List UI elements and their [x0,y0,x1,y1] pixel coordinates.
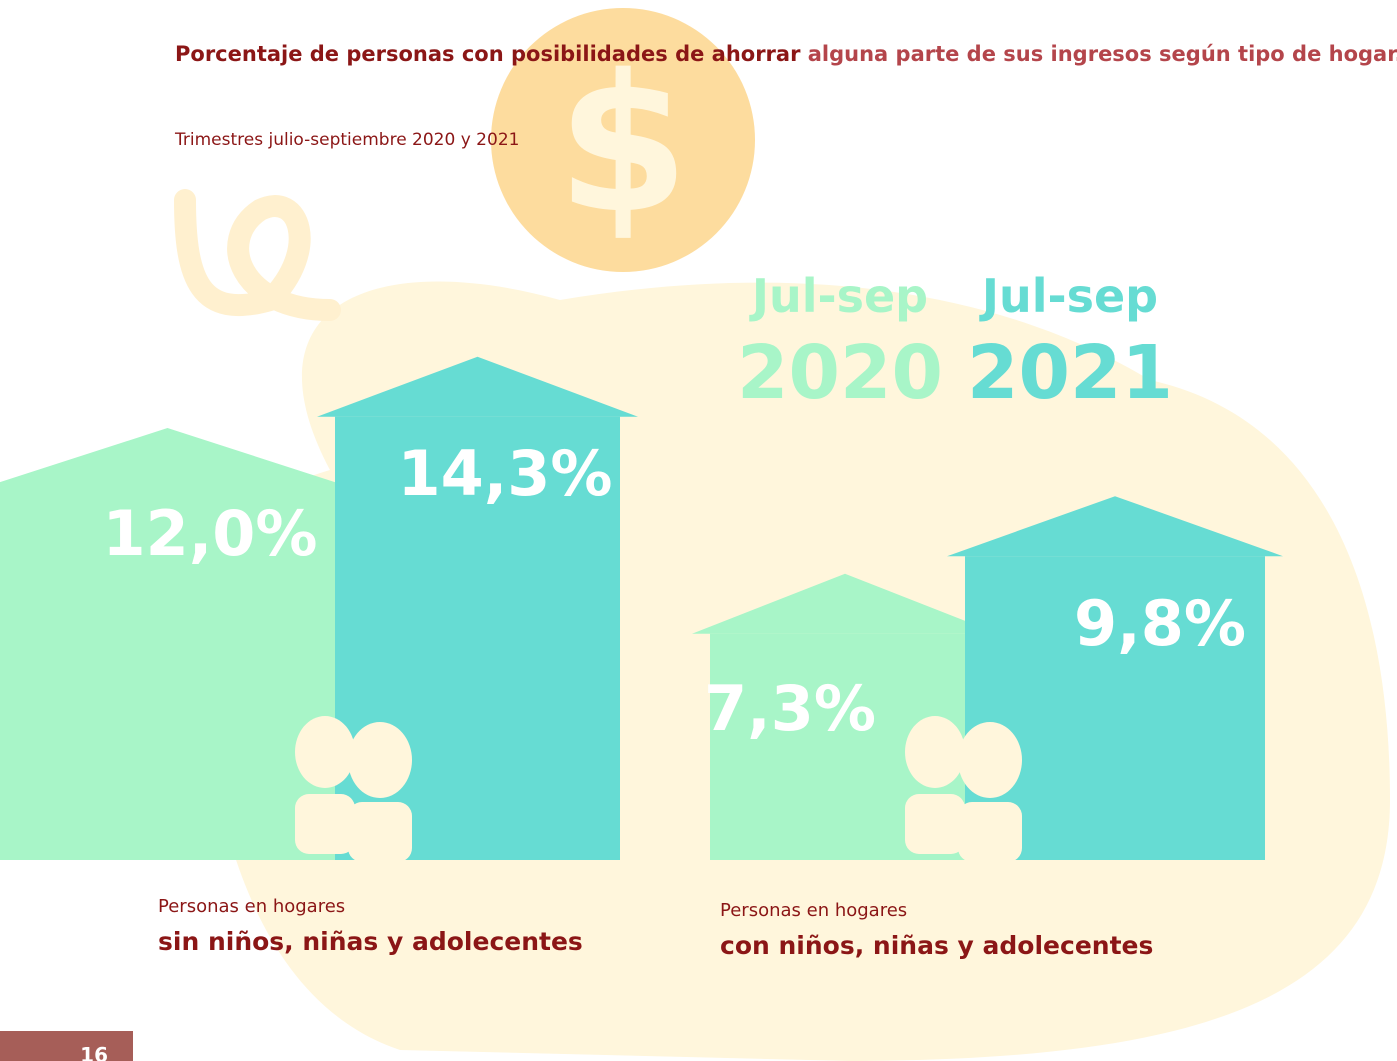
person-head [295,716,355,788]
dollar-sign: $ [557,34,689,255]
person-head [958,722,1022,798]
swirl [174,189,341,321]
roof [317,356,638,417]
category-intro: Personas en hogares [158,896,345,917]
category-intro: Personas en hogares [720,900,907,921]
value-label: 9,8% [1074,587,1246,660]
person-body [348,802,412,862]
title: Porcentaje de personas con posibilidades… [175,32,1397,76]
legend-name: 2021 [967,330,1173,416]
legend-period: Jul-sep [749,269,928,323]
person-head [348,722,412,798]
value-label: 7,3% [704,672,876,745]
legend-name: 2020 [737,330,943,416]
page-number: 16 [0,1031,133,1061]
title-rest: alguna parte de sus ingresos según tipo … [807,42,1397,66]
person-head [905,716,965,788]
roof [692,573,998,634]
value-label: 12,0% [102,497,317,570]
coin [491,8,755,272]
bar [0,488,335,860]
subtitle: Trimestres julio-septiembre 2020 y 2021 [175,130,520,150]
legend-period: Jul-sep [979,269,1158,323]
value-label: 14,3% [397,437,612,510]
category-label: sin niños, niñas y adolecentes [158,927,583,956]
person-body [905,794,965,854]
person-body [958,802,1022,862]
person-body [295,794,355,854]
roof [947,496,1283,557]
roof [0,428,353,488]
category-label: con niños, niñas y adolecentes [720,931,1153,960]
title-bold: Porcentaje de personas con posibilidades… [175,42,801,66]
